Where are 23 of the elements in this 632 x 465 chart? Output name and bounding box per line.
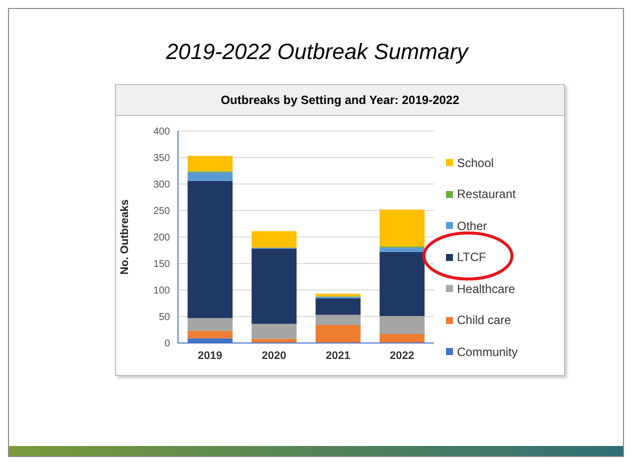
x-tick-label: 2019 <box>198 350 222 362</box>
chart-subtitle: Outbreaks by Setting and Year: 2019-2022 <box>116 85 564 116</box>
y-tick-label: 150 <box>153 259 170 270</box>
y-tick-label: 250 <box>153 206 170 218</box>
x-tick-label: 2021 <box>326 350 350 362</box>
y-axis-title: No. Outbreaks <box>118 199 131 275</box>
legend-label: Child care <box>456 312 512 330</box>
legend-label: Healthcare <box>456 280 516 298</box>
y-tick-label: 0 <box>164 338 170 350</box>
y-tick-label: 300 <box>153 180 170 191</box>
chart-title: 2019-2022 Outbreak Summary <box>164 39 470 65</box>
x-tick-label: 2022 <box>390 350 414 362</box>
legend-label: Restaurant <box>456 186 517 204</box>
x-tick-label: 2020 <box>262 350 286 362</box>
legend-label: LTCF <box>456 249 488 266</box>
y-tick-label: 200 <box>153 232 170 244</box>
y-tick-label: 100 <box>153 286 170 297</box>
legend-label: Other <box>456 218 488 235</box>
y-tick-label: 350 <box>153 153 170 164</box>
y-tick-label: 400 <box>153 126 170 138</box>
legend-label: School <box>456 154 495 172</box>
legend-label: Community <box>456 344 518 361</box>
y-tick-label: 50 <box>158 312 170 324</box>
